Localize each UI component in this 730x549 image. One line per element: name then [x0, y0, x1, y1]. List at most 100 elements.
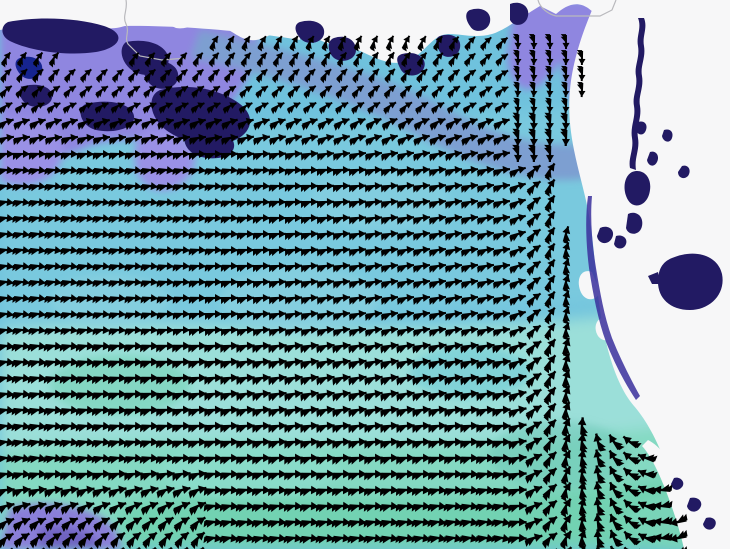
wind-barb-icon	[187, 340, 208, 354]
wind-barb-icon	[511, 64, 523, 83]
wind-barb-icon	[267, 244, 288, 258]
wind-barb-icon	[75, 259, 96, 274]
wind-barb-icon	[75, 468, 96, 482]
wind-barb-icon	[123, 244, 144, 258]
wind-barb-icon	[333, 49, 352, 69]
wind-barb-icon	[592, 527, 607, 549]
wind-barb-icon	[187, 276, 208, 290]
wind-barb-icon	[124, 99, 144, 115]
wind-barb-icon	[346, 484, 368, 498]
wind-barb-icon	[10, 543, 34, 549]
wind-barb-icon	[59, 324, 80, 338]
wind-barb-icon	[443, 114, 465, 132]
wind-barb-icon	[395, 196, 416, 210]
wind-barb-icon	[506, 435, 529, 451]
wind-barb-icon	[74, 528, 98, 549]
wind-barb-icon	[347, 148, 368, 163]
wind-barb-icon	[26, 513, 50, 533]
wind-barb-icon	[123, 276, 144, 290]
wind-barb-icon	[187, 260, 208, 274]
wind-barb-icon	[235, 324, 256, 338]
wind-barb-icon	[155, 308, 176, 322]
wind-barb-icon	[330, 387, 353, 403]
wind-barb-icon	[220, 98, 240, 116]
wind-barb-icon	[459, 164, 480, 178]
wind-barb-icon	[269, 33, 288, 53]
wind-barb-icon	[538, 431, 562, 455]
wind-barb-icon	[235, 228, 256, 242]
wind-barb-icon	[218, 515, 241, 531]
wind-barb-icon	[171, 164, 192, 178]
wind-barb-icon	[298, 355, 321, 371]
wind-barb-icon	[43, 275, 64, 290]
wind-barb-icon	[506, 484, 529, 498]
wind-barb-icon	[139, 163, 160, 178]
wind-barb-icon	[333, 33, 352, 53]
wind-barb-icon	[459, 180, 480, 195]
wind-barb-icon	[511, 96, 524, 115]
wind-barb-icon	[235, 180, 256, 194]
wind-barb-icon	[203, 260, 224, 274]
wind-barb-icon	[12, 82, 32, 100]
wind-barb-icon	[171, 212, 192, 226]
wind-barb-icon	[75, 308, 96, 322]
wind-barb-icon	[187, 228, 208, 242]
wind-barb-icon	[332, 82, 352, 100]
wind-barb-icon	[234, 355, 257, 371]
wind-barb-icon	[203, 324, 224, 338]
wind-barb-icon	[267, 164, 288, 178]
wind-barb-icon	[427, 452, 448, 466]
wind-barb-icon	[605, 478, 626, 502]
wind-barb-icon	[459, 131, 481, 148]
wind-barb-icon	[507, 226, 529, 244]
wind-barb-icon	[363, 292, 384, 307]
wind-barb-icon	[139, 324, 160, 338]
wind-barb-icon	[107, 324, 128, 338]
wind-barb-icon	[619, 478, 643, 502]
wind-barb-icon	[590, 430, 608, 454]
wind-barb-icon	[426, 403, 449, 419]
wind-barb-icon	[442, 403, 465, 419]
wind-barb-icon	[0, 148, 16, 162]
wind-barb-icon	[203, 292, 224, 306]
wind-barb-icon	[108, 65, 128, 85]
wind-barb-icon	[252, 98, 272, 116]
wind-barb-icon	[411, 180, 432, 194]
wind-barb-icon	[235, 164, 256, 178]
wind-barb-icon	[363, 260, 384, 274]
wind-barb-icon	[460, 98, 480, 116]
wind-barb-icon	[379, 130, 401, 148]
wind-barb-icon	[170, 512, 194, 534]
wind-barb-icon	[492, 50, 512, 68]
wind-barb-icon	[218, 356, 241, 371]
wind-barb-icon	[282, 339, 305, 355]
wind-barb-icon	[91, 114, 113, 132]
wind-barb-icon	[0, 323, 16, 338]
wind-barb-icon	[186, 388, 209, 403]
wind-barb-icon	[203, 436, 224, 450]
wind-barb-icon	[170, 452, 193, 467]
wind-barb-icon	[139, 372, 160, 386]
wind-barb-icon	[202, 356, 225, 371]
wind-barb-icon	[331, 114, 353, 132]
wind-barb-icon	[299, 196, 320, 210]
wind-barb-icon	[27, 243, 48, 259]
wind-barb-icon	[236, 98, 256, 116]
wind-barb-icon	[299, 180, 320, 194]
wind-barb-icon	[365, 49, 384, 69]
wind-barb-icon	[474, 387, 497, 403]
wind-barb-icon	[203, 212, 224, 226]
wind-barb-icon	[11, 291, 32, 307]
wind-barb-icon	[346, 403, 369, 419]
wind-barb-icon	[235, 244, 256, 258]
wind-barb-icon	[139, 131, 160, 147]
wind-barb-icon	[250, 387, 273, 403]
wind-barb-icon	[348, 98, 368, 116]
wind-barb-icon	[156, 82, 176, 100]
wind-barb-icon	[43, 291, 64, 306]
wind-barb-icon	[234, 387, 257, 403]
wind-barb-icon	[379, 260, 400, 274]
wind-barb-icon	[58, 513, 82, 534]
